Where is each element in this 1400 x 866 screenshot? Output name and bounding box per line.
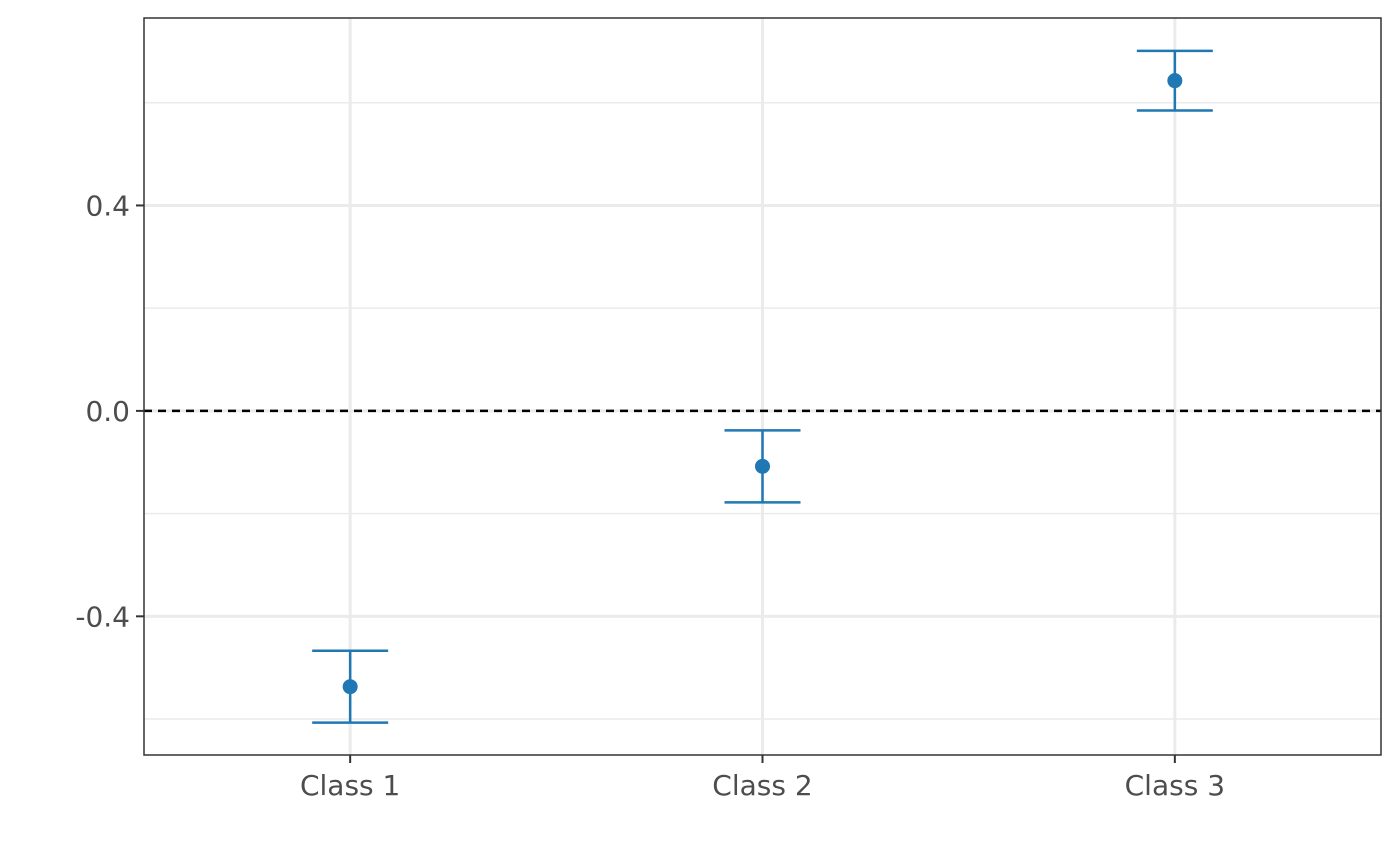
y-tick-label: 0.0	[85, 395, 130, 428]
axes: -0.4 0.0 0.4 Class 1 Class 2 Class 3	[75, 189, 1225, 802]
y-tick-label: 0.4	[85, 189, 130, 222]
major-gridlines	[144, 18, 1381, 755]
data-marks	[312, 49, 1213, 724]
x-tick-label: Class 2	[712, 769, 812, 802]
x-tick-label: Class 3	[1125, 769, 1225, 802]
data-point	[1167, 73, 1183, 89]
y-tick-label: -0.4	[75, 600, 130, 633]
x-tick-label: Class 1	[300, 769, 400, 802]
data-point	[755, 458, 770, 474]
data-point	[342, 679, 358, 695]
